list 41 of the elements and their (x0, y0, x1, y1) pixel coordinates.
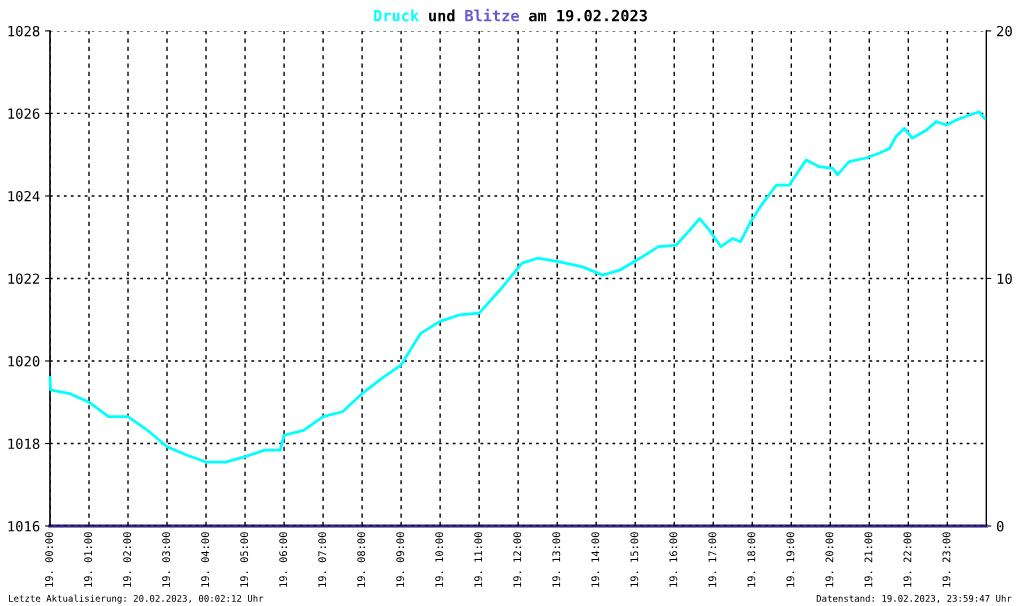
x-tick-label: 19. 21:00 (864, 532, 873, 587)
x-tick-label: 19. 08:00 (357, 532, 366, 587)
y-tick-label: 1018 (8, 438, 40, 449)
y2-tick-label: 10 (997, 273, 1012, 284)
x-tick-label: 19. 12:00 (513, 532, 522, 587)
x-tick-label: 19. 04:00 (201, 532, 210, 587)
x-tick-label: 19. 02:00 (123, 532, 132, 587)
x-tick-label: 19. 16:00 (669, 532, 678, 587)
y2-tick-label: 20 (997, 25, 1012, 37)
line-series (48, 110, 986, 464)
x-tick-label: 19. 17:00 (708, 532, 717, 587)
x-tick-label: 19. 22:00 (903, 532, 912, 587)
x-tick-label: 19. 00:00 (45, 532, 54, 587)
y-tick-label: 1016 (8, 521, 40, 532)
text: und (429, 9, 455, 22)
x-tick-label: 19. 13:00 (552, 532, 561, 587)
x-tick-label: 19. 19:00 (786, 532, 795, 587)
text: Letzte Aktualisierung: 20.02.2023, 00:02:12 Uhr (9, 594, 264, 604)
x-tick-label: 19. 11:00 (474, 532, 483, 587)
x-tick-label: 19. 05:00 (240, 532, 249, 587)
x-tick-label: 19. 20:00 (825, 532, 834, 587)
x-tick-label: 19. 06:00 (279, 532, 288, 587)
y2-tick-label: 0 (996, 521, 1004, 532)
x-tick-label: 19. 10:00 (435, 532, 444, 587)
text: Druck (374, 9, 419, 22)
text: Datenstand: 19.02.2023, 23:59:47 Uhr (816, 594, 1012, 603)
text: Blitze (465, 8, 519, 22)
x-tick-label: 19. 03:00 (162, 532, 171, 587)
y-tick-label: 1022 (8, 273, 40, 284)
x-tick-label: 19. 07:00 (318, 532, 327, 587)
y-tick-label: 1026 (8, 108, 40, 119)
chart-title: am 19.02.2023 (529, 9, 647, 22)
x-tick-label: 19. 01:00 (84, 532, 93, 587)
x-tick-label: 19. 23:00 (942, 532, 951, 587)
x-tick-label: 19. 09:00 (396, 532, 405, 587)
y-tick-label: 1028 (8, 25, 40, 37)
x-tick-label: 19. 18:00 (747, 532, 756, 587)
x-tick-label: 19. 14:00 (591, 532, 600, 587)
y-tick-label: 1024 (8, 190, 40, 202)
x-tick-label: 19. 15:00 (630, 532, 639, 587)
y-tick-label: 1020 (8, 355, 40, 367)
